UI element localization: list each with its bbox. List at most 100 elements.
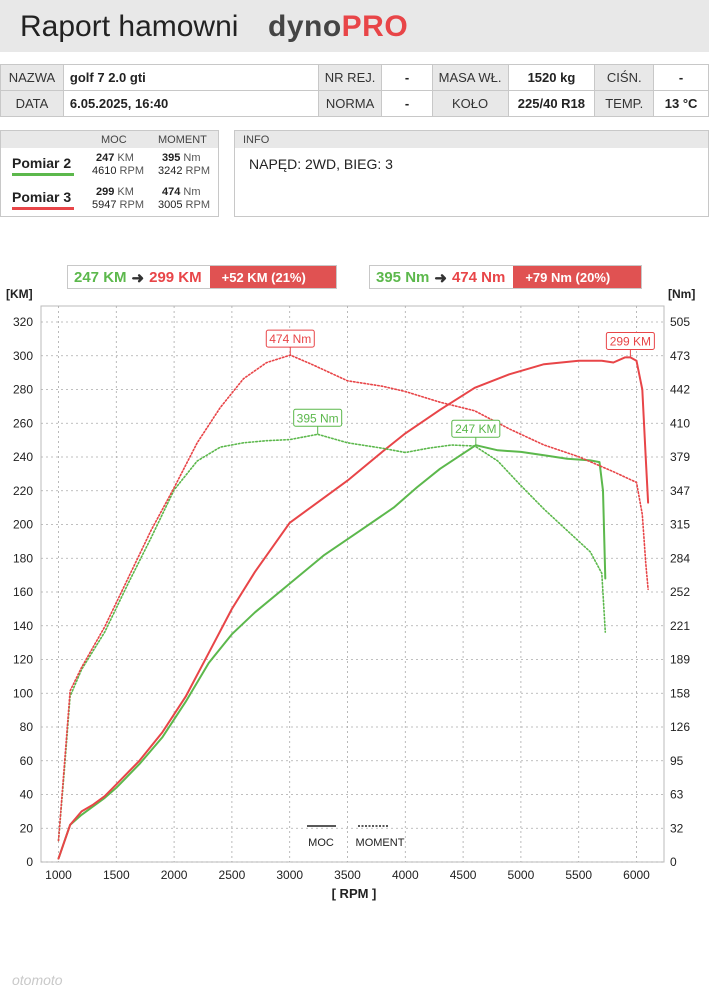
pressure-label: CIŚN. [594, 64, 655, 91]
moment-column-header: MOMENT [158, 134, 207, 146]
series-pomiar-3-moc [57, 356, 650, 860]
y-right-tick-label: 347 [670, 484, 690, 498]
x-tick-label: 3500 [334, 868, 361, 882]
y-left-tick-label: 300 [13, 349, 33, 363]
y-left-axis-label: [KM] [6, 287, 33, 301]
torque-comparison: 395 Nm ➜ 474 Nm +79 Nm (20%) [369, 265, 642, 289]
info-header: INFO [235, 131, 708, 148]
y-right-tick-label: 284 [670, 551, 690, 565]
pressure-value: - [653, 64, 709, 91]
power-to: 299 KM [149, 269, 202, 286]
measurement-name: Pomiar 2 [12, 155, 72, 171]
y-right-tick-label: 473 [670, 349, 690, 363]
y-right-tick-label: 252 [670, 585, 690, 599]
y-right-tick-label: 126 [670, 720, 690, 734]
y-right-tick-label: 63 [670, 788, 684, 802]
y-left-tick-label: 260 [13, 416, 33, 430]
y-right-tick-label: 95 [670, 754, 684, 768]
y-left-tick-label: 220 [13, 484, 33, 498]
power-comparison: 247 KM ➜ 299 KM +52 KM (21%) [67, 265, 337, 289]
y-left-tick-label: 280 [13, 383, 33, 397]
date-value: 6.05.2025, 16:40 [62, 90, 319, 117]
temp-value: 13 °C [653, 90, 709, 117]
annotation-box [451, 419, 501, 438]
info-row: DATA 6.05.2025, 16:40 NORMA - KOŁO 225/4… [0, 90, 709, 117]
series-pomiar-2-moc [57, 444, 607, 860]
y-left-tick-label: 180 [13, 551, 33, 565]
power-value: 299 KM [96, 186, 134, 198]
watermark: otomoto [12, 972, 63, 988]
y-right-tick-label: 158 [670, 686, 690, 700]
power-diff: +52 KM (21%) [209, 266, 336, 288]
mass-label: MASA WŁ. [431, 64, 509, 91]
y-right-tick-label: 505 [670, 315, 690, 329]
measurement-row-pomiar-2: Pomiar 2 247 KM 4610 RPM 395 Nm 3242 RPM [1, 148, 218, 182]
y-left-tick-label: 160 [13, 585, 33, 599]
reg-value: - [381, 64, 433, 91]
x-tick-label: 1000 [45, 868, 72, 882]
power-rpm: 5947 RPM [92, 199, 144, 211]
name-label: NAZWA [0, 64, 64, 91]
x-tick-label: 4500 [450, 868, 477, 882]
series-color-swatch [12, 173, 74, 176]
measurements-header: MOC MOMENT [1, 131, 218, 148]
y-left-tick-label: 140 [13, 619, 33, 633]
name-value: golf 7 2.0 gti [62, 64, 319, 91]
annotation-label: 474 Nm [269, 332, 311, 346]
measurement-row-pomiar-3: Pomiar 3 299 KM 5947 RPM 474 Nm 3005 RPM [1, 182, 218, 216]
reg-label: NR REJ. [317, 64, 383, 91]
y-right-tick-label: 315 [670, 518, 690, 532]
x-tick-label: 1500 [103, 868, 130, 882]
date-label: DATA [0, 90, 64, 117]
info-panel: INFO NAPĘD: 2WD, BIEG: 3 [234, 130, 709, 217]
dyno-chart: 1000 1500 2000 2500 3000 3500 4000 4500 5000 5500… [6, 287, 695, 901]
y-right-tick-label: 442 [670, 383, 690, 397]
y-right-axis-label: [Nm] [668, 287, 695, 301]
measurements-panel: MOC MOMENT Pomiar 2 247 KM 4610 RPM 395 … [0, 130, 219, 217]
y-right-tick-label: 221 [670, 619, 690, 633]
y-left-tick-label: 200 [13, 518, 33, 532]
arrow-right-icon: ➜ [131, 270, 145, 287]
annotation-label: 299 KM [610, 334, 651, 348]
wheel-label: KOŁO [431, 90, 509, 117]
y-right-tick-label: 0 [670, 855, 677, 869]
torque-diff: +79 Nm (20%) [513, 266, 641, 288]
brand-logo: dynoPRO [268, 10, 409, 43]
temp-label: TEMP. [594, 90, 655, 117]
report-title: Raport hamowni [20, 10, 239, 43]
annotation-box [293, 408, 343, 427]
y-left-tick-label: 80 [20, 720, 34, 734]
annotation-box [265, 329, 315, 348]
torque-value: 395 Nm [162, 152, 201, 164]
arrow-right-icon: ➜ [434, 270, 447, 287]
annotation-label: 395 Nm [297, 411, 339, 425]
x-axis-label: [ RPM ] [332, 886, 377, 901]
moc-column-header: MOC [101, 134, 127, 146]
x-tick-label: 5000 [508, 868, 535, 882]
torque-rpm: 3242 RPM [158, 165, 210, 177]
mass-value: 1520 kg [507, 64, 596, 91]
x-tick-label: 6000 [623, 868, 650, 882]
y-right-tick-label: 379 [670, 450, 690, 464]
x-tick-label: 4000 [392, 868, 419, 882]
y-right-tick-label: 32 [670, 821, 684, 835]
y-left-tick-label: 100 [13, 686, 33, 700]
series-color-swatch [12, 207, 74, 210]
y-left-tick-label: 320 [13, 315, 33, 329]
legend-moc-label: MOC [308, 837, 334, 849]
x-tick-label: 3000 [276, 868, 303, 882]
info-row: NAZWA golf 7 2.0 gti NR REJ. - MASA WŁ. … [0, 64, 709, 91]
legend-moment-label: MOMENT [356, 837, 405, 849]
y-left-tick-label: 120 [13, 653, 33, 667]
power-value: 247 KM [96, 152, 134, 164]
y-right-tick-label: 189 [670, 653, 690, 667]
y-left-tick-label: 240 [13, 450, 33, 464]
y-left-tick-label: 20 [20, 821, 34, 835]
report-header: Raport hamowni dynoPRO [0, 0, 709, 52]
x-tick-label: 2500 [219, 868, 246, 882]
y-left-tick-label: 0 [26, 855, 33, 869]
y-left-tick-label: 60 [20, 754, 34, 768]
torque-to: 474 Nm [451, 269, 506, 286]
info-text: NAPĘD: 2WD, BIEG: 3 [249, 156, 393, 172]
annotation-label: 247 KM [455, 422, 496, 436]
